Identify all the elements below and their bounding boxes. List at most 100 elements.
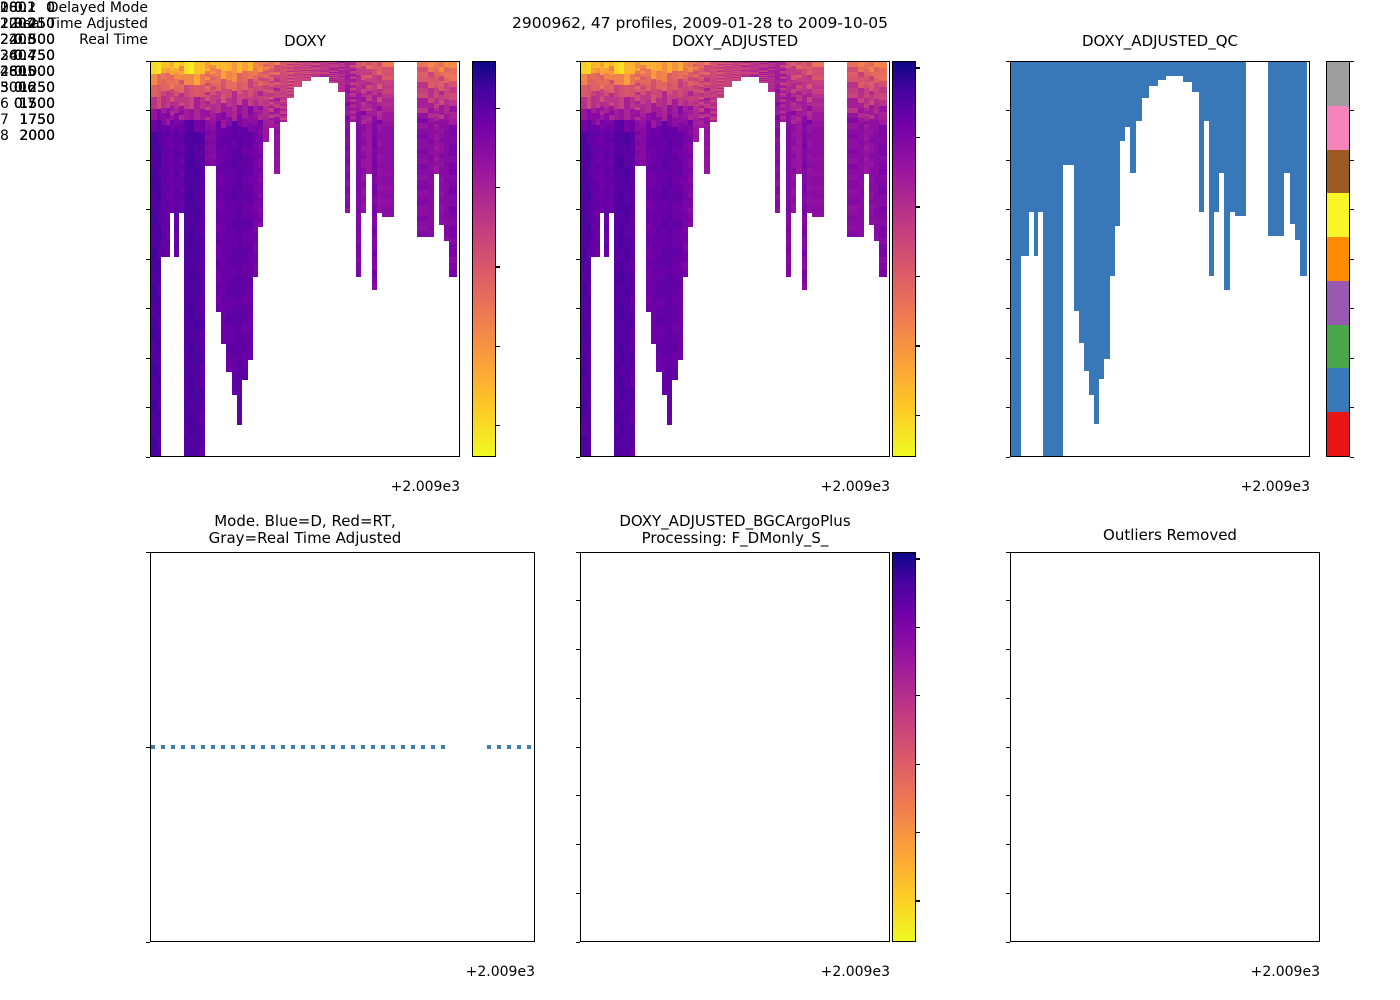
heatmap-cell <box>796 159 802 164</box>
heatmap-cell <box>161 124 166 132</box>
heatmap-cell <box>595 141 601 149</box>
colorbar-doxy[interactable] <box>472 61 496 457</box>
heatmap-cell <box>874 72 880 79</box>
heatmap-cell <box>716 93 724 96</box>
heatmap-cell <box>879 212 888 221</box>
colorbar-qc[interactable] <box>1326 61 1350 457</box>
plot-doxy-adjusted-qc[interactable] <box>1010 61 1310 457</box>
heatmap-cell <box>693 136 699 140</box>
heatmap-cell <box>767 86 775 89</box>
heatmap-cell <box>716 80 724 83</box>
heatmap-cell <box>604 141 609 149</box>
heatmap-cell <box>790 115 797 121</box>
heatmap-cell <box>438 219 445 226</box>
heatmap-cell <box>677 123 683 133</box>
heatmap-cell <box>165 79 171 86</box>
heatmap-cell <box>874 229 880 236</box>
heatmap-cell <box>416 164 429 171</box>
heatmap-cell <box>178 128 184 134</box>
heatmap-cell <box>650 310 657 320</box>
heatmap-cell <box>242 322 248 333</box>
heatmap-cell <box>581 236 587 250</box>
heatmap-cell <box>801 68 807 77</box>
heatmap-cell <box>183 225 190 238</box>
heatmap-cell <box>846 72 859 79</box>
heatmap-cell <box>438 104 445 111</box>
heatmap-cell <box>199 364 206 378</box>
heatmap-cell <box>438 152 445 159</box>
heatmap-cell <box>433 133 439 138</box>
heatmap-cell <box>274 84 281 89</box>
heatmap-cell <box>189 271 195 285</box>
heatmap-cell <box>640 92 646 97</box>
qc-profile-column <box>1299 62 1308 276</box>
heatmap-cell <box>666 104 673 117</box>
heatmap-cell <box>236 328 243 340</box>
heatmap-cell <box>165 153 171 160</box>
heatmap-cell <box>682 256 689 265</box>
cb-tick-mark <box>1350 159 1354 161</box>
heatmap-cell <box>682 137 689 145</box>
heatmap-cell <box>608 181 614 187</box>
heatmap-cell <box>812 107 824 113</box>
heatmap-cell <box>226 134 232 145</box>
heatmap-cell <box>433 62 439 67</box>
heatmap-cell <box>629 131 636 145</box>
heatmap-cell <box>846 118 859 125</box>
heatmap-cell <box>666 339 673 351</box>
heatmap-cell <box>344 154 351 161</box>
heatmap-cell <box>433 78 439 83</box>
heatmap-cell <box>371 216 377 224</box>
heatmap-cell <box>183 108 190 122</box>
plot-outliers[interactable] <box>1010 552 1320 942</box>
heatmap-cell <box>629 423 636 436</box>
heatmap-cell <box>252 87 259 95</box>
heatmap-cell <box>635 107 641 112</box>
heatmap-cell <box>879 219 888 227</box>
heatmap-cell <box>604 176 609 183</box>
heatmap-cell <box>252 99 259 107</box>
heatmap-cell <box>858 118 864 125</box>
heatmap-cell <box>215 179 221 188</box>
heatmap-cell <box>591 119 596 126</box>
heatmap-cell <box>688 105 694 112</box>
heatmap-cell <box>581 434 587 448</box>
heatmap-cell <box>263 96 269 101</box>
heatmap-cell <box>220 194 227 204</box>
heatmap-cell <box>371 209 377 217</box>
heatmap-cell <box>629 120 636 133</box>
heatmap-cell <box>280 93 287 96</box>
heatmap-cell <box>879 124 888 132</box>
heatmap-cell <box>252 162 259 170</box>
heatmap-cell <box>635 161 641 166</box>
heatmap-cell <box>780 98 786 102</box>
heatmap-cell <box>656 334 662 345</box>
heatmap-cell <box>433 94 439 99</box>
plot-doxy-adjusted[interactable] <box>580 61 890 457</box>
heatmap-cell <box>666 371 673 383</box>
heatmap-cell <box>767 89 775 91</box>
heatmap-cell <box>376 115 383 121</box>
heatmap-cell <box>428 97 434 104</box>
heatmap-cell <box>156 213 162 226</box>
colorbar-bgc[interactable] <box>892 552 916 942</box>
heatmap-cell <box>801 276 807 284</box>
colorbar-doxy-adjusted[interactable] <box>892 61 916 457</box>
plot-doxy[interactable] <box>150 61 460 457</box>
heatmap-cell <box>595 164 601 172</box>
heatmap-cell <box>215 128 221 137</box>
heatmap-cell <box>677 350 683 360</box>
x-tick-label: 0.6 <box>13 80 37 96</box>
heatmap-cell <box>178 190 184 196</box>
heatmap-cell <box>624 96 630 110</box>
heatmap-cell <box>170 92 175 99</box>
plot-bgc[interactable] <box>580 552 890 942</box>
heatmap-cell <box>178 203 184 209</box>
heatmap-cell <box>710 105 717 109</box>
heatmap-cell <box>846 102 859 109</box>
heatmap-cell <box>242 71 248 82</box>
heatmap-cell <box>280 63 287 67</box>
heatmap-cell <box>156 423 162 436</box>
heatmap-cell <box>608 128 614 134</box>
heatmap-cell <box>274 114 281 119</box>
